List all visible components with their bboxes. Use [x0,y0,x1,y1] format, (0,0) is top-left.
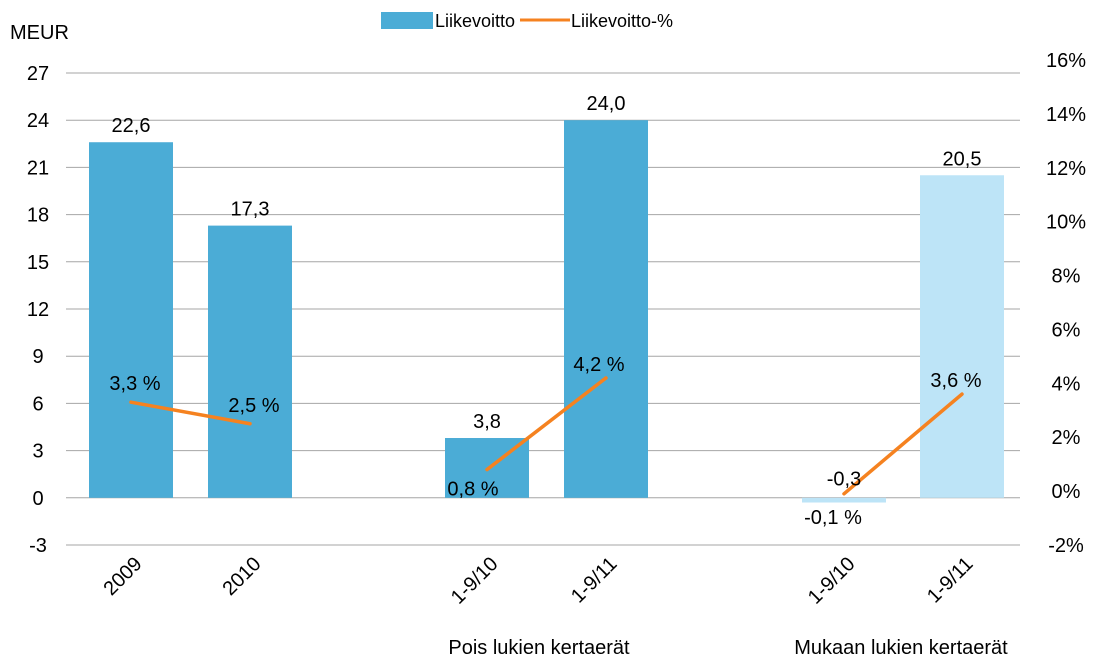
bar-value-label: 24,0 [587,93,626,115]
bar [89,142,173,498]
bar-value-label: 20,5 [943,148,982,170]
percentage-value-label: 3,3 % [109,373,160,395]
group-label-including: Mukaan lukien kertaerät [794,637,1008,659]
y-tick-label: 6 [32,393,43,415]
y2-tick-label: 0% [1052,481,1081,503]
y2-tick-label: 12% [1046,158,1086,180]
y2-tick-label: -2% [1048,535,1084,557]
y-tick-label: 12 [27,299,49,321]
bar [208,225,292,498]
bar-value-label: -0,3 [827,469,861,491]
percentage-lines [129,376,964,496]
percentage-value-label: -0,1 % [804,507,862,529]
y2-tick-label: 6% [1052,319,1081,341]
bar [564,120,648,498]
x-category-label: 1-9/10 [804,553,860,609]
y-tick-label: 21 [27,157,49,179]
y2-tick-label: 16% [1046,50,1086,72]
y2-tick-label: 14% [1046,104,1086,126]
y-tick-label: 9 [32,346,43,368]
bar-value-label: 3,8 [473,411,501,433]
bars [89,120,1004,503]
percentage-value-label: 2,5 % [228,395,279,417]
legend-bar-label: Liikevoitto [435,11,515,31]
percentage-line [485,376,608,472]
x-category-label: 2009 [100,553,147,600]
group-label-excluding: Pois lukien kertaerät [448,637,630,659]
x-category-label: 1-9/10 [447,553,503,609]
y-tick-label: 0 [32,488,43,510]
y-tick-label: 18 [27,205,49,227]
y-tick-label: 3 [32,441,43,463]
percentage-line [129,400,252,426]
x-category-label: 1-9/11 [923,553,978,608]
y-tick-label: 27 [27,63,49,85]
legend-bar-swatch [381,12,433,29]
y-tick-label: 15 [27,252,49,274]
percentage-value-label: 4,2 % [573,354,624,376]
bar [920,175,1004,498]
y2-tick-label: 4% [1052,373,1081,395]
x-category-label: 2010 [219,553,266,600]
y2-tick-label: 10% [1046,212,1086,234]
percentage-value-label: 3,6 % [930,370,981,392]
y-axis-unit-label: MEUR [10,22,69,44]
y2-tick-label: 8% [1052,266,1081,288]
data-labels: 22,6 17,3 3,8 24,0 -0,3 20,5 3,3 % 2,5 % 0,8 % 4,… [109,93,981,529]
percentage-value-label: 0,8 % [447,479,498,501]
y-tick-label: 24 [27,110,49,132]
legend-line-label: Liikevoitto-% [571,11,673,31]
legend: Liikevoitto Liikevoitto-% [381,11,673,31]
y-tick-label: -3 [29,535,47,557]
percentage-line [842,392,964,496]
y2-tick-label: 2% [1052,427,1081,449]
bar-value-label: 22,6 [112,115,151,137]
bar-value-label: 17,3 [231,199,270,221]
x-category-label: 1-9/11 [567,553,622,608]
bar [802,497,886,503]
